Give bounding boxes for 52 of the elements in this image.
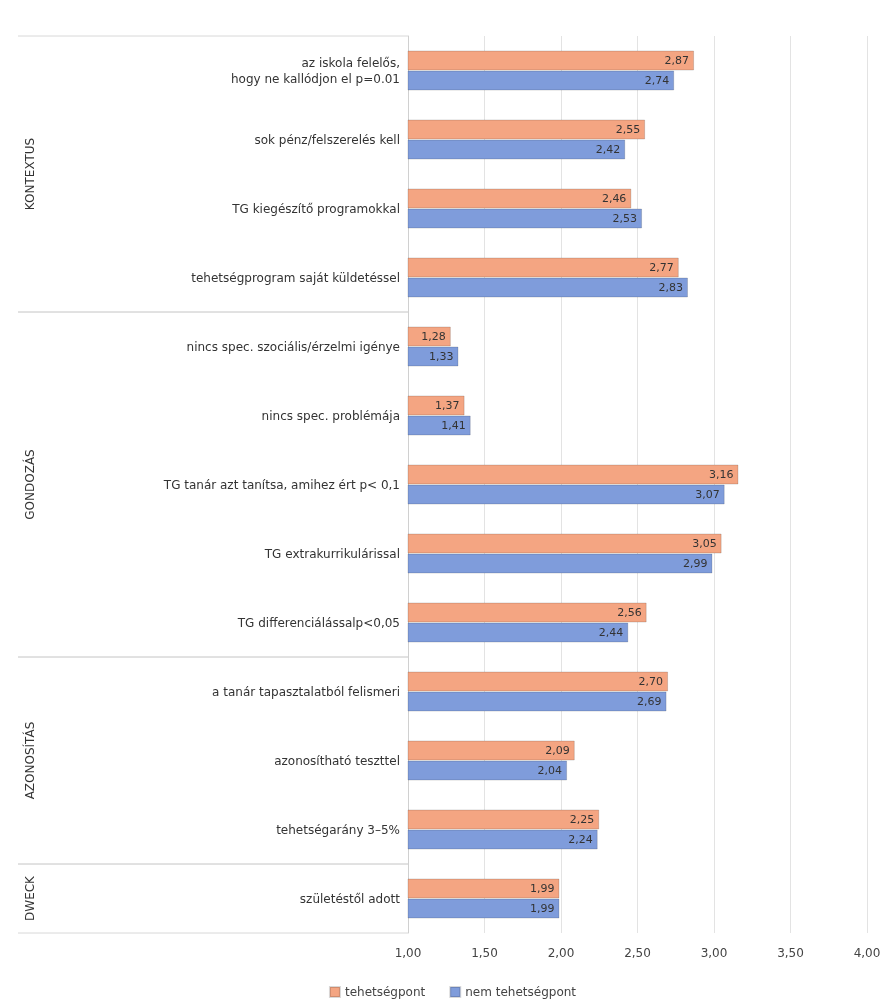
data-label: 1,33 — [428, 350, 454, 363]
text: GONDOZÁS — [22, 449, 37, 520]
y-tick-label: tehetségarány 3–5% — [276, 822, 400, 837]
data-label: 2,42 — [595, 143, 621, 156]
data-label: 1,37 — [435, 399, 460, 412]
x-tick-label: 4,00 — [853, 946, 881, 960]
y-tick-label: TG kiegészítő programokkal — [231, 201, 400, 216]
data-label: 3,07 — [695, 488, 720, 501]
data-label: 1,99 — [529, 882, 555, 895]
data-label: 2,83 — [658, 281, 683, 294]
data-label: 2,74 — [644, 74, 670, 87]
legend-label: nem tehetségpont — [465, 985, 577, 999]
text: DWECK — [23, 874, 37, 921]
data-label: 3,05 — [692, 537, 717, 550]
data-label: 2,99 — [682, 557, 708, 570]
data-label: 2,87 — [664, 54, 690, 67]
data-label: 2,25 — [569, 813, 595, 826]
data-label: 1,41 — [441, 419, 466, 432]
y-tick-label: tehetségprogram saját küldetéssel — [191, 270, 400, 285]
x-tick-label: 2,50 — [624, 946, 651, 960]
data-label: 1,28 — [421, 330, 446, 343]
data-label: 2,70 — [638, 675, 664, 688]
text: KONTEXTUS — [23, 137, 37, 211]
data-label: 2,09 — [545, 744, 570, 757]
data-label: 2,77 — [649, 261, 674, 274]
y-tick-label: TG differenciálássalp<0,05 — [236, 615, 400, 630]
data-label: 3,16 — [708, 468, 734, 481]
y-tick-label: az iskola felelős, hogy ne kallódjon el p=0.01 — [230, 55, 400, 86]
data-label: 2,46 — [601, 192, 627, 205]
y-tick-label: TG tanár azt tanítsa, amihez ért p< 0,1 — [162, 477, 400, 492]
y-tick-label: TG extrakurrikulárissal — [263, 546, 400, 561]
x-tick-label: 1,00 — [394, 946, 422, 960]
data-label: 2,24 — [568, 833, 593, 846]
x-tick-label: 3,50 — [777, 946, 804, 960]
x-tick-label: 2,00 — [547, 946, 575, 960]
text: AZONOSÍTÁS — [22, 721, 37, 800]
data-label: 2,44 — [598, 626, 624, 639]
y-tick-label: születéstől adott — [299, 891, 401, 906]
legend-label: tehetségpont — [344, 985, 426, 999]
data-label: 2,53 — [612, 212, 638, 225]
data-label: 2,69 — [637, 695, 662, 708]
y-tick-label: nincs spec. szociális/érzelmi igénye — [186, 339, 400, 354]
y-tick-label: sok pénz/felszerelés kell — [254, 132, 400, 147]
data-label: 2,04 — [537, 764, 563, 777]
x-tick-label: 1,50 — [471, 946, 498, 960]
y-tick-label: a tanár tapasztalatból felismeri — [212, 684, 400, 699]
y-tick-label: nincs spec. problémája — [261, 408, 400, 423]
data-label: 2,56 — [617, 606, 642, 619]
y-tick-label: azonosítható teszttel — [274, 753, 400, 768]
data-label: 1,99 — [529, 902, 555, 915]
data-label: 2,55 — [615, 123, 641, 136]
x-tick-label: 3,00 — [700, 946, 728, 960]
